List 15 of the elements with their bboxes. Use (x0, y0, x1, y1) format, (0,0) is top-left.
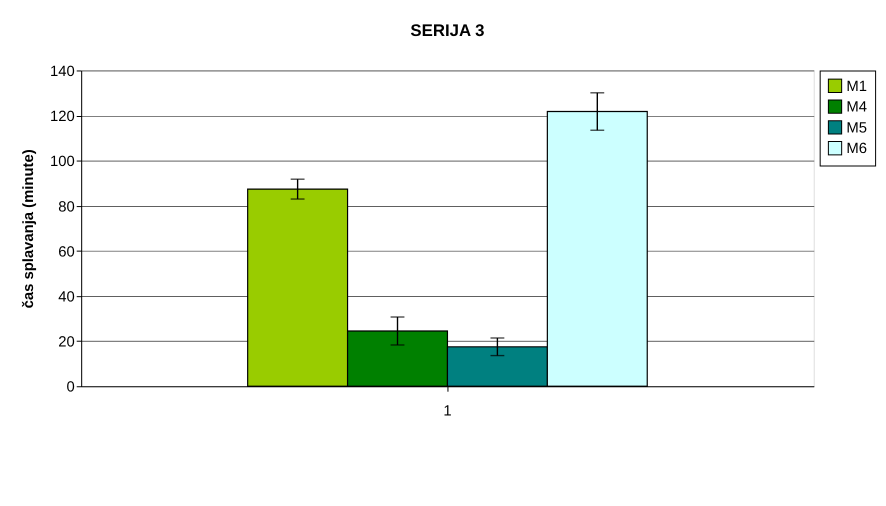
y-tick-label: 140 (50, 64, 75, 80)
legend-label: M1 (846, 78, 868, 95)
y-tick-label: 60 (58, 244, 75, 260)
x-tick-label: 1 (443, 403, 452, 420)
y-tick-label: 100 (50, 154, 75, 170)
y-tick-label: 120 (50, 109, 75, 126)
y-tick-label: 20 (58, 334, 75, 351)
y-tick-label: 0 (66, 380, 75, 396)
legend-label: M6 (846, 141, 868, 158)
y-tick-label: 80 (58, 199, 75, 216)
y-tick-label: 40 (58, 289, 75, 306)
chart-title: SERIJA 3 (410, 20, 485, 40)
legend-label: M4 (846, 100, 868, 116)
legend-label: M5 (846, 120, 868, 136)
y-axis-title: čas splavanja (minute) (21, 149, 38, 308)
